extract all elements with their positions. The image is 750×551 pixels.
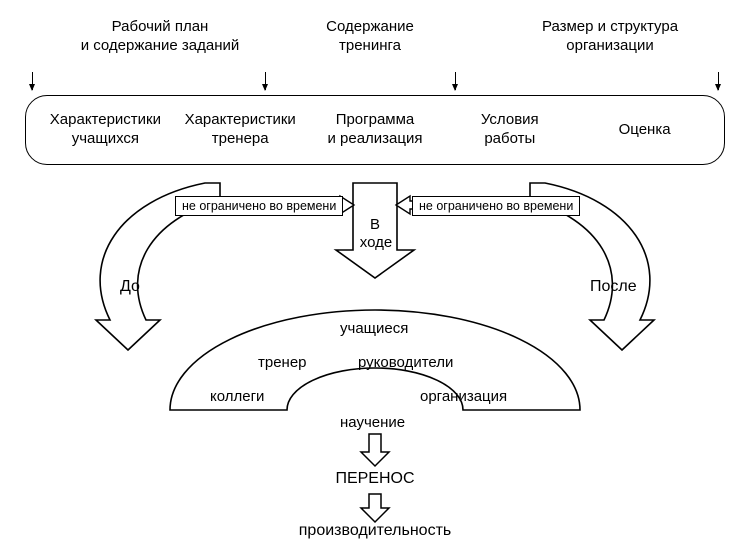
label-text: Содержание: [326, 18, 414, 35]
label-text: и содержание заданий: [81, 37, 240, 54]
phase-during-bot: ходе: [354, 234, 398, 251]
phase-text: В: [370, 216, 380, 233]
pill-text: работы: [484, 130, 535, 147]
phase-after: После: [590, 278, 637, 296]
bottom-text: производительность: [299, 522, 451, 539]
input-arrow-1: [32, 72, 33, 90]
label-text: тренинга: [339, 37, 401, 54]
input-arrow-3: [455, 72, 456, 90]
arc-text: организация: [420, 388, 507, 405]
input-arrow-4: [718, 72, 719, 90]
label-text: организации: [566, 37, 653, 54]
pill-item-trainer: Характеристики тренера: [173, 111, 308, 149]
arrows-svg: [0, 0, 750, 551]
time-text: не ограничено во времени: [419, 199, 573, 213]
arc-trainer: тренер: [258, 354, 307, 371]
bottom-transfer: ПЕРЕНОС: [275, 470, 475, 488]
pill-item-program: Программа и реализация: [308, 111, 443, 149]
arc-text: научение: [340, 414, 405, 431]
arc-text: тренер: [258, 354, 307, 371]
time-box-left: не ограничено во времени: [175, 196, 343, 216]
arc-learners: учащиеся: [340, 320, 408, 337]
pill-text: Условия: [481, 111, 539, 128]
arc-organization: организация: [420, 388, 507, 405]
pill-item-conditions: Условия работы: [442, 111, 577, 149]
arc-colleagues: коллеги: [210, 388, 264, 405]
phase-before: До: [120, 278, 140, 296]
time-box-right: не ограничено во времени: [412, 196, 580, 216]
arc-managers: руководители: [358, 354, 453, 371]
arc-learning: научение: [340, 414, 405, 431]
phase-text: ходе: [360, 234, 392, 251]
arc-text: руководители: [358, 354, 453, 371]
time-text: не ограничено во времени: [182, 199, 336, 213]
arc-text: коллеги: [210, 388, 264, 405]
pill-text: тренера: [212, 130, 269, 147]
top-label-orgsize: Размер и структура организации: [500, 18, 720, 56]
pill-text: Оценка: [619, 121, 671, 138]
phase-during-top: В: [363, 216, 387, 233]
pill-text: и реализация: [327, 130, 422, 147]
label-text: Рабочий план: [112, 18, 209, 35]
arc-text: учащиеся: [340, 320, 408, 337]
phase-text: После: [590, 278, 637, 295]
bottom-productivity: производительность: [275, 522, 475, 540]
phase-text: До: [120, 278, 140, 295]
pill-item-evaluation: Оценка: [577, 121, 712, 140]
outline-down-arrow-2: [361, 494, 389, 522]
outline-down-arrow-1: [361, 434, 389, 466]
pill-text: Характеристики: [185, 111, 296, 128]
pill-text: учащихся: [72, 130, 139, 147]
factors-pill: Характеристики учащихся Характеристики т…: [25, 95, 725, 165]
bottom-text: ПЕРЕНОС: [335, 470, 414, 487]
pill-item-learners: Характеристики учащихся: [38, 111, 173, 149]
top-label-content: Содержание тренинга: [280, 18, 460, 56]
pill-text: Программа: [336, 111, 415, 128]
input-arrow-2: [265, 72, 266, 90]
diagram-canvas: Рабочий план и содержание заданий Содерж…: [0, 0, 750, 551]
pill-text: Характеристики: [50, 111, 161, 128]
label-text: Размер и структура: [542, 18, 678, 35]
top-label-workplan: Рабочий план и содержание заданий: [50, 18, 270, 56]
